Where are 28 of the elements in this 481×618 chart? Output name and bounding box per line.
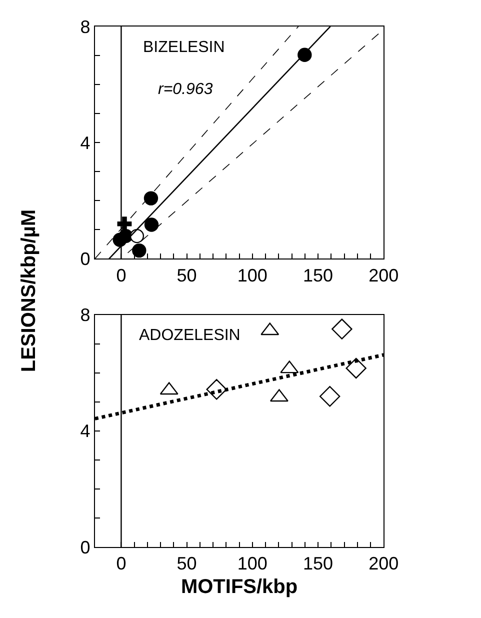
y-tick-label: 4: [80, 132, 90, 153]
y-axis-title: LESIONS/kbp/µM: [18, 209, 40, 372]
point: [319, 386, 340, 407]
x-tick-label: 150: [303, 554, 334, 574]
x-tick-label: 100: [237, 554, 268, 574]
y-tick-label: 0: [80, 537, 90, 558]
x-tick-label: 100: [237, 265, 268, 286]
point: [144, 191, 158, 206]
y-tick-label: 4: [80, 421, 90, 442]
point: [132, 243, 146, 258]
y-tick-label: 8: [80, 16, 90, 37]
point: [144, 218, 159, 232]
text: ADOZELESIN: [139, 327, 240, 344]
text: BIZELESIN: [143, 39, 225, 56]
annotation: r=0.963: [158, 81, 213, 98]
x-tick-label: 0: [116, 265, 126, 286]
x-tick-label: 50: [176, 554, 197, 574]
y-tick-label: 0: [80, 248, 90, 269]
x-tick-label: 200: [368, 265, 399, 286]
x-axis-title: MOTIFS/kbp: [180, 576, 298, 598]
point: [332, 318, 352, 340]
x-tick-label: 0: [116, 554, 126, 574]
y-tick-label: 8: [80, 305, 90, 326]
x-tick-label: 50: [176, 265, 197, 286]
x-tick-label: 150: [303, 265, 334, 286]
point: [346, 358, 366, 379]
x-tick-label: 200: [368, 554, 399, 574]
point: [130, 228, 144, 244]
